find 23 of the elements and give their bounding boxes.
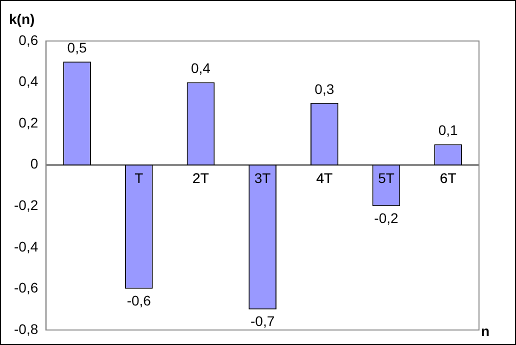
- y-tick-label: -0,8: [14, 320, 38, 337]
- y-axis-title: k(n): [9, 10, 35, 27]
- y-tick-label: 0,2: [18, 114, 38, 130]
- x-axis-title: n: [481, 322, 490, 339]
- x-tick-label: 2T: [192, 170, 210, 186]
- y-tick-label: -0,4: [14, 238, 38, 254]
- x-tick-label: T: [134, 170, 144, 186]
- x-tick-label: 5T: [378, 170, 395, 186]
- data-label: 0,5: [67, 40, 87, 56]
- data-label: 0,1: [438, 122, 458, 138]
- y-tick-label: 0: [30, 156, 38, 172]
- x-tick-label: 4T: [316, 170, 334, 186]
- y-tick-label: -0,2: [14, 197, 38, 213]
- y-tick-label: 0,6: [18, 32, 38, 48]
- data-label: 0,4: [190, 60, 211, 76]
- data-label: -0,2: [374, 210, 399, 226]
- y-tick-label: 0,4: [18, 73, 38, 90]
- x-tick-label: 3T: [254, 170, 272, 186]
- y-tick-label: -0,6: [14, 280, 38, 296]
- data-label: -0,6: [126, 292, 152, 309]
- data-label: -0,7: [250, 313, 275, 330]
- x-tick-label: 6T: [440, 170, 457, 186]
- data-label: 0,3: [314, 80, 334, 97]
